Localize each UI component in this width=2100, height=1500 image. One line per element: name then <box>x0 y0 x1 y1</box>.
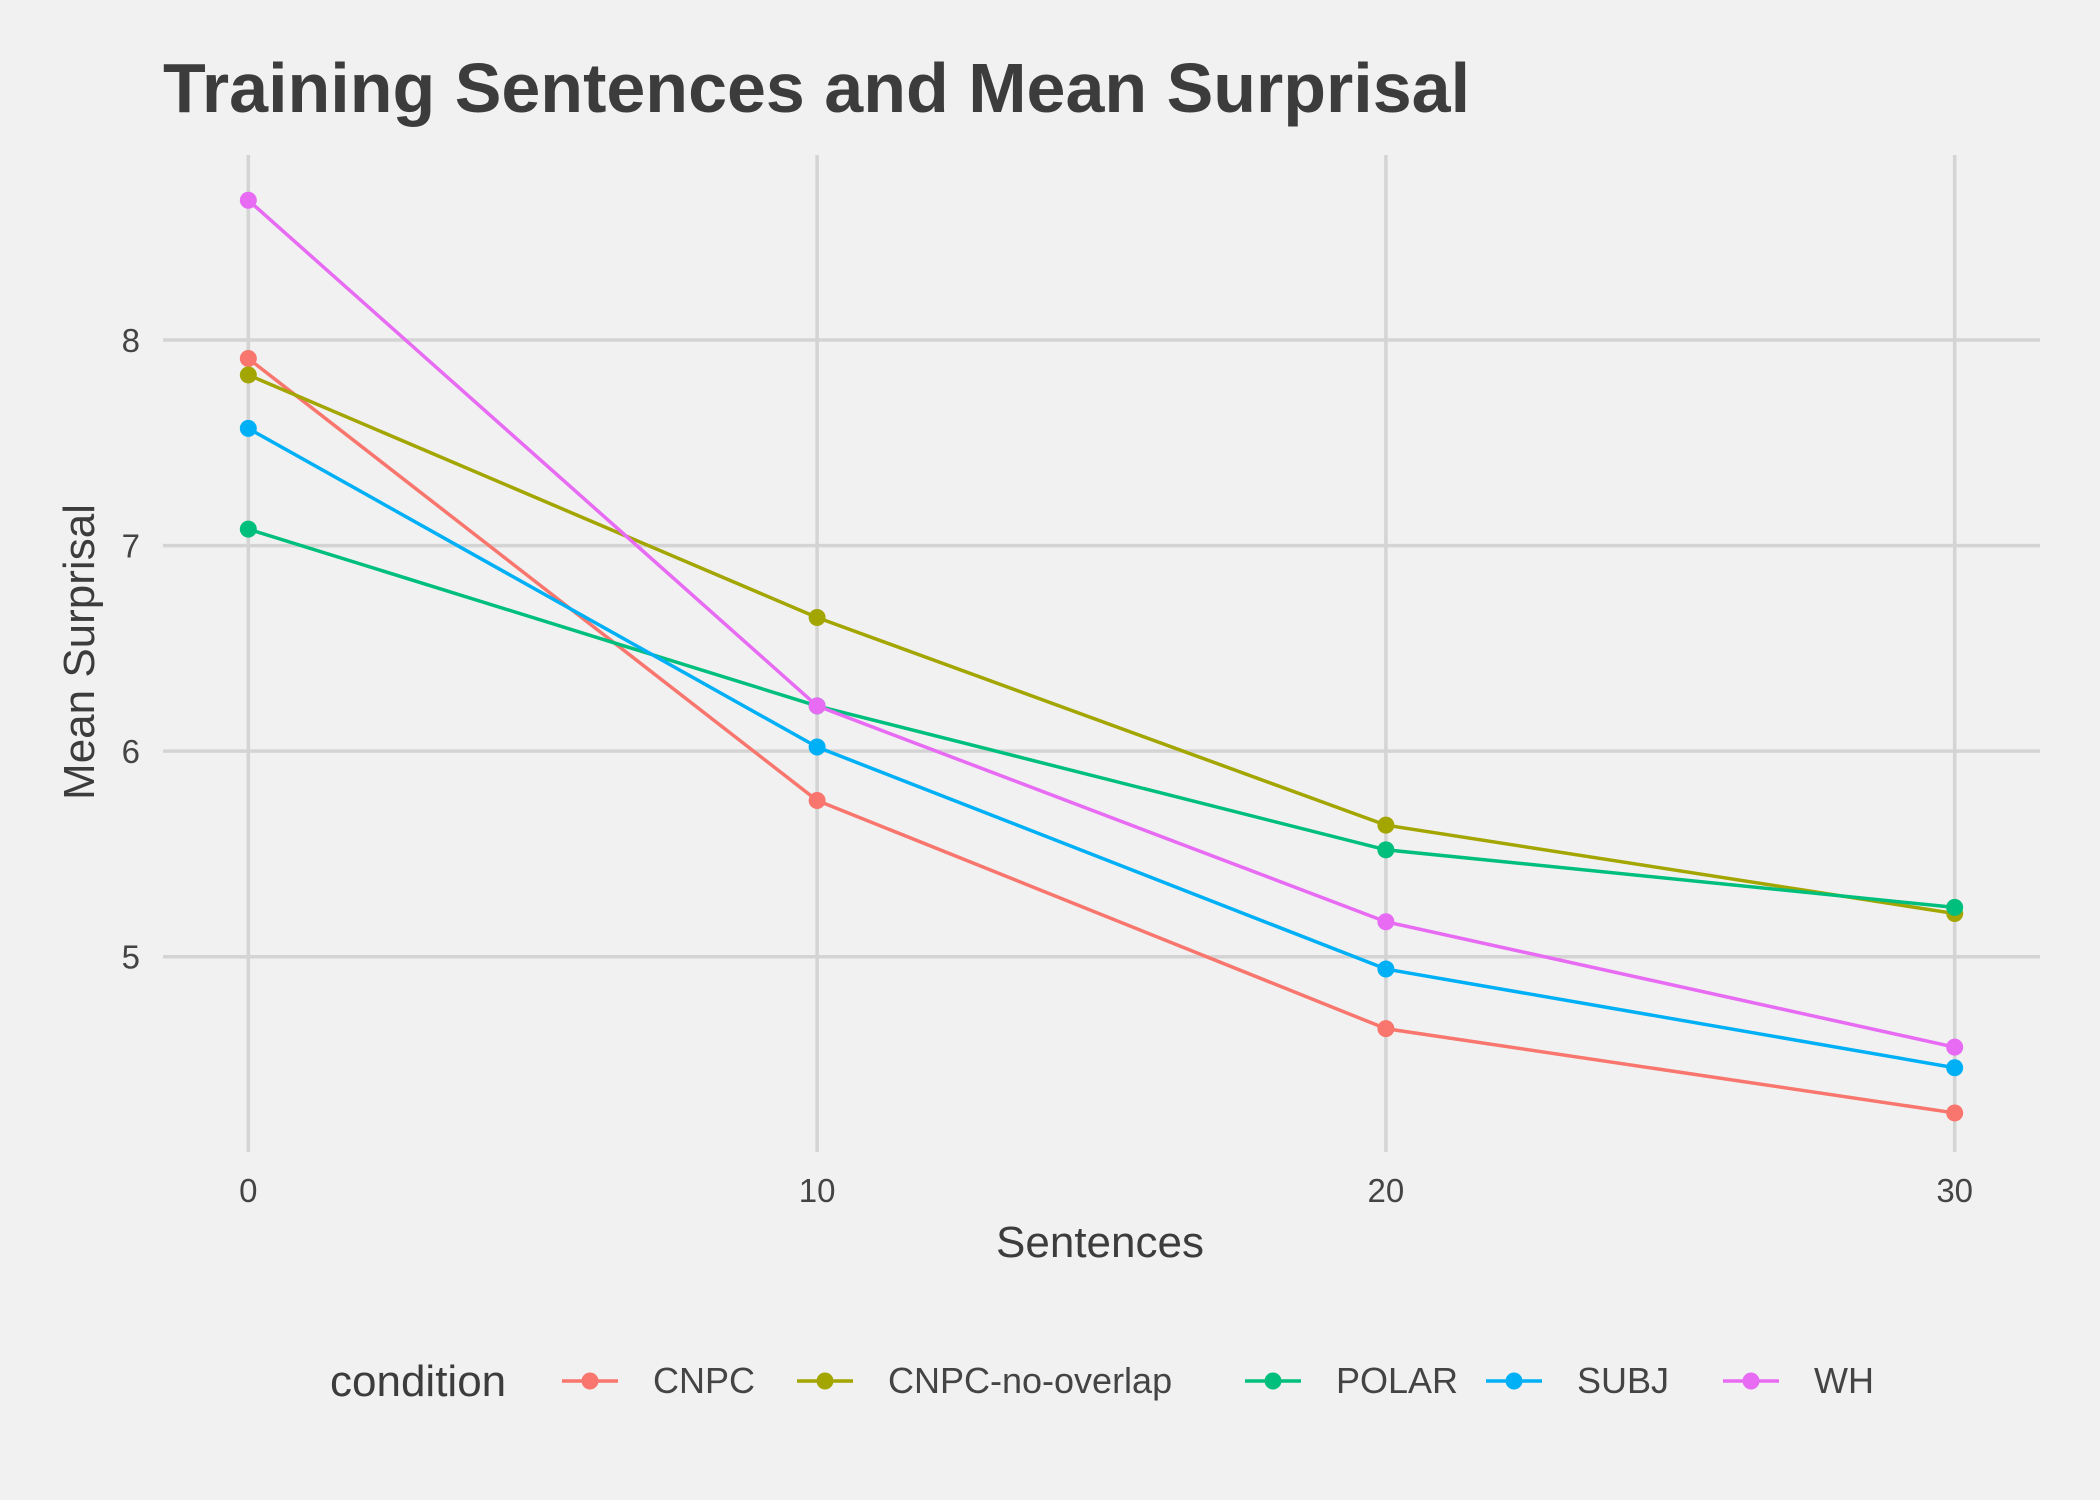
data-point <box>808 791 826 809</box>
legend-title: condition <box>330 1357 506 1406</box>
legend-key-point <box>1742 1372 1760 1390</box>
legend-key-point <box>1264 1372 1282 1390</box>
data-point <box>1946 898 1964 916</box>
legend-item-subj: SUBJ <box>1486 1360 1669 1401</box>
series-cnpc <box>239 350 1964 1122</box>
x-tick-label: 30 <box>1936 1172 1973 1209</box>
legend-label: CNPC <box>653 1360 755 1401</box>
series-line <box>247 426 1955 1070</box>
series-line <box>247 357 1955 1115</box>
legend-item-cnpc: CNPC <box>562 1360 755 1401</box>
data-point <box>1946 1038 1964 1056</box>
axis-ticks: 5 6 7 8 0 10 20 30 <box>122 322 1973 1209</box>
x-tick-label: 10 <box>799 1172 836 1209</box>
data-point <box>1377 960 1395 978</box>
series-lines <box>239 191 1964 1122</box>
data-point <box>1377 816 1395 834</box>
series-wh <box>239 191 1964 1056</box>
legend-label: CNPC-no-overlap <box>888 1360 1172 1401</box>
data-point <box>239 366 257 384</box>
series-line <box>247 198 1956 1049</box>
data-point <box>1946 1104 1964 1122</box>
data-point <box>1946 1059 1964 1077</box>
y-tick-label: 6 <box>122 733 140 770</box>
x-axis-title: Sentences <box>996 1218 1204 1267</box>
chart-title: Training Sentences and Mean Surprisal <box>163 49 1470 127</box>
data-point <box>1377 841 1395 859</box>
data-point <box>1377 913 1395 931</box>
y-tick-label: 7 <box>122 528 140 565</box>
data-point <box>1377 1020 1395 1038</box>
data-point <box>239 191 257 209</box>
x-tick-label: 0 <box>239 1172 257 1209</box>
y-tick-label: 5 <box>122 939 140 976</box>
legend-label: POLAR <box>1336 1360 1458 1401</box>
data-point <box>808 738 826 756</box>
y-axis-title: Mean Surprisal <box>55 504 104 800</box>
legend-item-cnpc-no-overlap: CNPC-no-overlap <box>797 1360 1172 1401</box>
data-point <box>239 419 257 437</box>
series-cnpc-no-overlap <box>239 366 1964 923</box>
series-subj <box>239 419 1964 1077</box>
legend-label: SUBJ <box>1577 1360 1669 1401</box>
legend-key-point <box>1505 1372 1523 1390</box>
legend: condition CNPC CNPC-no-overlap POLAR SUBJ WH <box>330 1357 1874 1406</box>
legend-key-point <box>816 1372 834 1390</box>
legend-item-wh: WH <box>1723 1360 1874 1401</box>
data-point <box>239 520 257 538</box>
data-point <box>239 350 257 368</box>
series-line <box>247 373 1955 916</box>
legend-item-polar: POLAR <box>1245 1360 1458 1401</box>
grid-lines <box>163 155 2040 1152</box>
legend-label: WH <box>1814 1360 1874 1401</box>
series-line <box>247 527 1955 910</box>
y-tick-label: 8 <box>122 322 140 359</box>
data-point <box>808 609 826 627</box>
x-tick-label: 20 <box>1368 1172 1405 1209</box>
legend-key-point <box>581 1372 599 1390</box>
data-point <box>808 697 826 715</box>
